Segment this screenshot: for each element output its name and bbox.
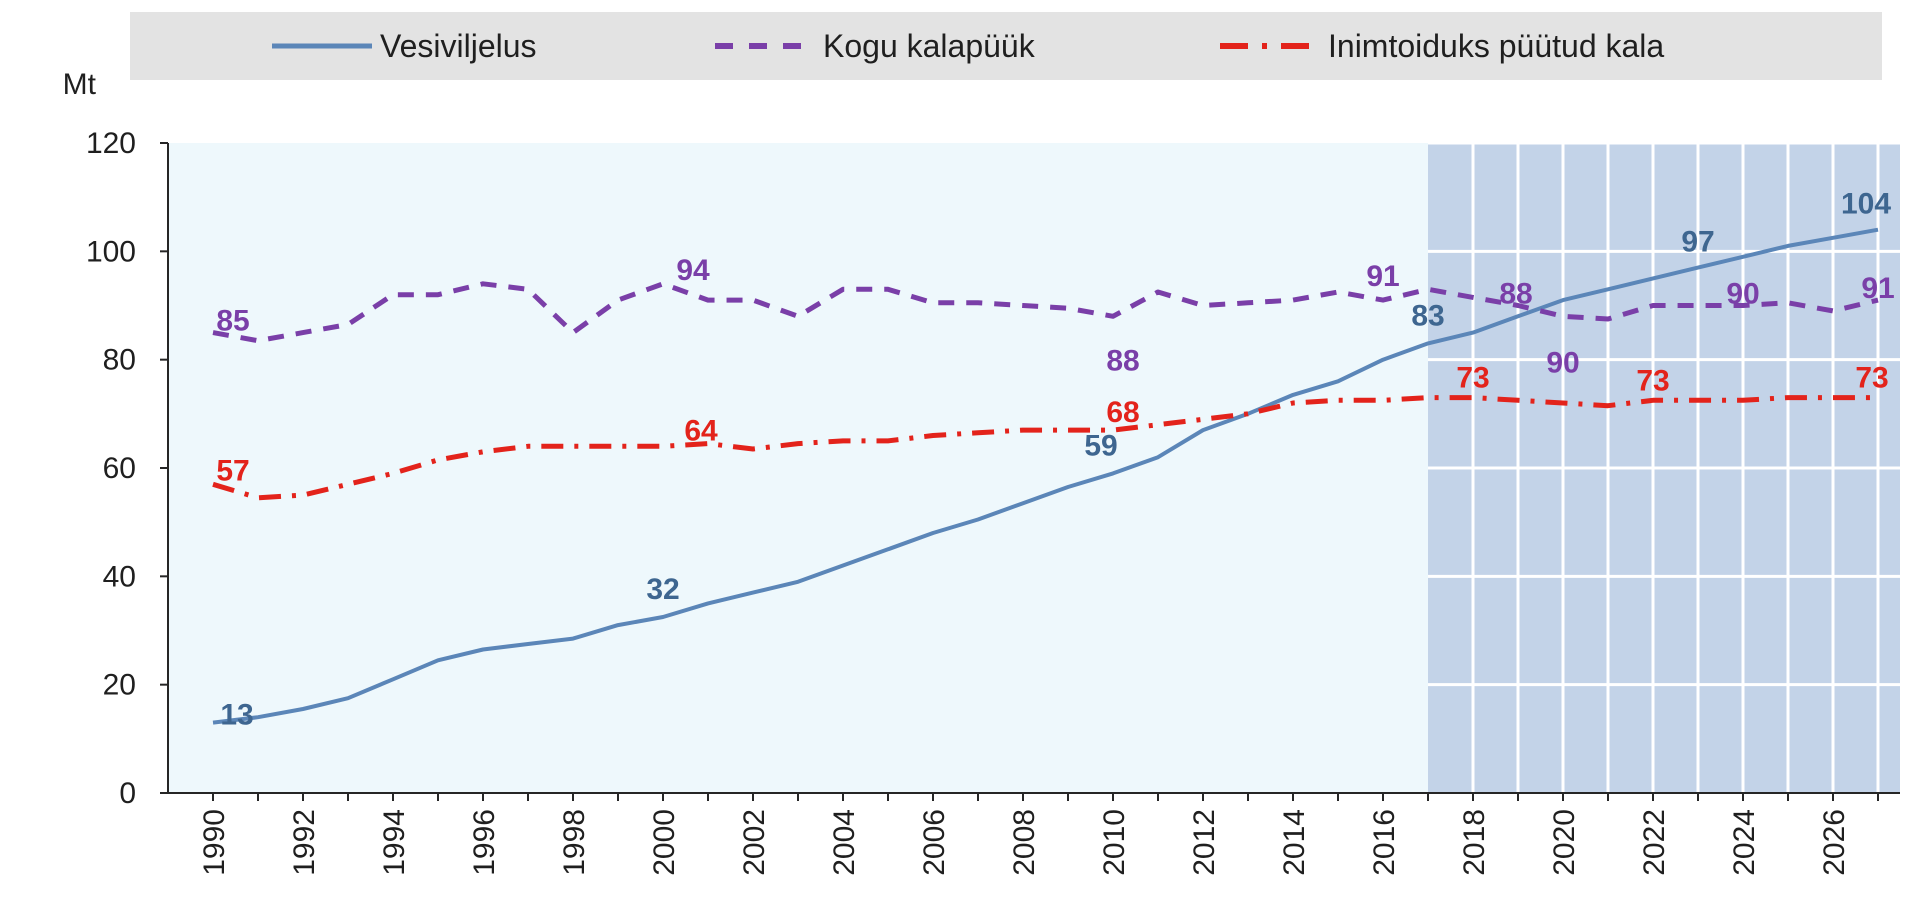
data-label: 88 bbox=[1106, 344, 1139, 377]
data-label: 13 bbox=[220, 699, 253, 732]
x-tick-label: 2018 bbox=[1458, 809, 1491, 876]
series-line-2 bbox=[212, 281, 1879, 344]
x-tick-label: 2014 bbox=[1278, 809, 1311, 876]
x-tick-label: 2002 bbox=[738, 809, 771, 876]
data-label: 104 bbox=[1841, 188, 1891, 221]
legend-label-3: Inimtoiduks püütud kala bbox=[1328, 28, 1664, 64]
legend-label-2: Kogu kalapüük bbox=[823, 28, 1036, 64]
x-tick-label: 1992 bbox=[288, 809, 321, 876]
data-label: 73 bbox=[1636, 364, 1669, 397]
x-tick-label: 2022 bbox=[1638, 809, 1671, 876]
y-axis-unit-label: Mt bbox=[63, 68, 97, 101]
data-label: 88 bbox=[1499, 278, 1532, 311]
y-tick-label: 0 bbox=[119, 777, 136, 810]
legend-background bbox=[130, 12, 1882, 80]
data-label: 83 bbox=[1411, 299, 1444, 332]
y-tick-label: 100 bbox=[86, 235, 136, 268]
data-label: 90 bbox=[1726, 278, 1759, 311]
x-tick-label: 2008 bbox=[1008, 809, 1041, 876]
y-tick-label: 40 bbox=[103, 560, 136, 593]
legend-label-1: Vesiviljelus bbox=[380, 28, 537, 64]
data-label: 68 bbox=[1106, 396, 1139, 429]
x-tick-label: 2010 bbox=[1098, 809, 1131, 876]
y-tick-label: 20 bbox=[103, 669, 136, 702]
data-label: 85 bbox=[216, 305, 249, 338]
x-tick-label: 2000 bbox=[648, 809, 681, 876]
x-tick-label: 1996 bbox=[468, 809, 501, 876]
data-label: 73 bbox=[1855, 362, 1888, 395]
data-label: 97 bbox=[1681, 226, 1714, 259]
data-label: 59 bbox=[1084, 429, 1117, 462]
y-tick-label: 120 bbox=[86, 127, 136, 160]
series-line-1 bbox=[212, 227, 1879, 725]
x-tick-label: 2006 bbox=[918, 809, 951, 876]
data-label: 64 bbox=[684, 414, 718, 447]
x-tick-label: 2024 bbox=[1728, 809, 1761, 876]
x-tick-label: 2004 bbox=[828, 809, 861, 876]
x-tick-label: 1994 bbox=[378, 809, 411, 876]
x-tick-label: 1998 bbox=[558, 809, 591, 876]
data-label: 90 bbox=[1546, 346, 1579, 379]
x-tick-label: 2026 bbox=[1818, 809, 1851, 876]
data-label: 73 bbox=[1456, 362, 1489, 395]
data-label: 32 bbox=[646, 573, 679, 606]
y-tick-label: 80 bbox=[103, 344, 136, 377]
x-tick-label: 2020 bbox=[1548, 809, 1581, 876]
x-tick-label: 2012 bbox=[1188, 809, 1221, 876]
data-label: 57 bbox=[216, 454, 249, 487]
y-tick-label: 60 bbox=[103, 452, 136, 485]
x-tick-label: 1990 bbox=[198, 809, 231, 876]
series-line-3 bbox=[212, 395, 1878, 501]
data-label: 94 bbox=[676, 254, 710, 287]
data-label: 91 bbox=[1861, 272, 1894, 305]
data-label: 91 bbox=[1366, 260, 1399, 293]
x-tick-label: 2016 bbox=[1368, 809, 1401, 876]
